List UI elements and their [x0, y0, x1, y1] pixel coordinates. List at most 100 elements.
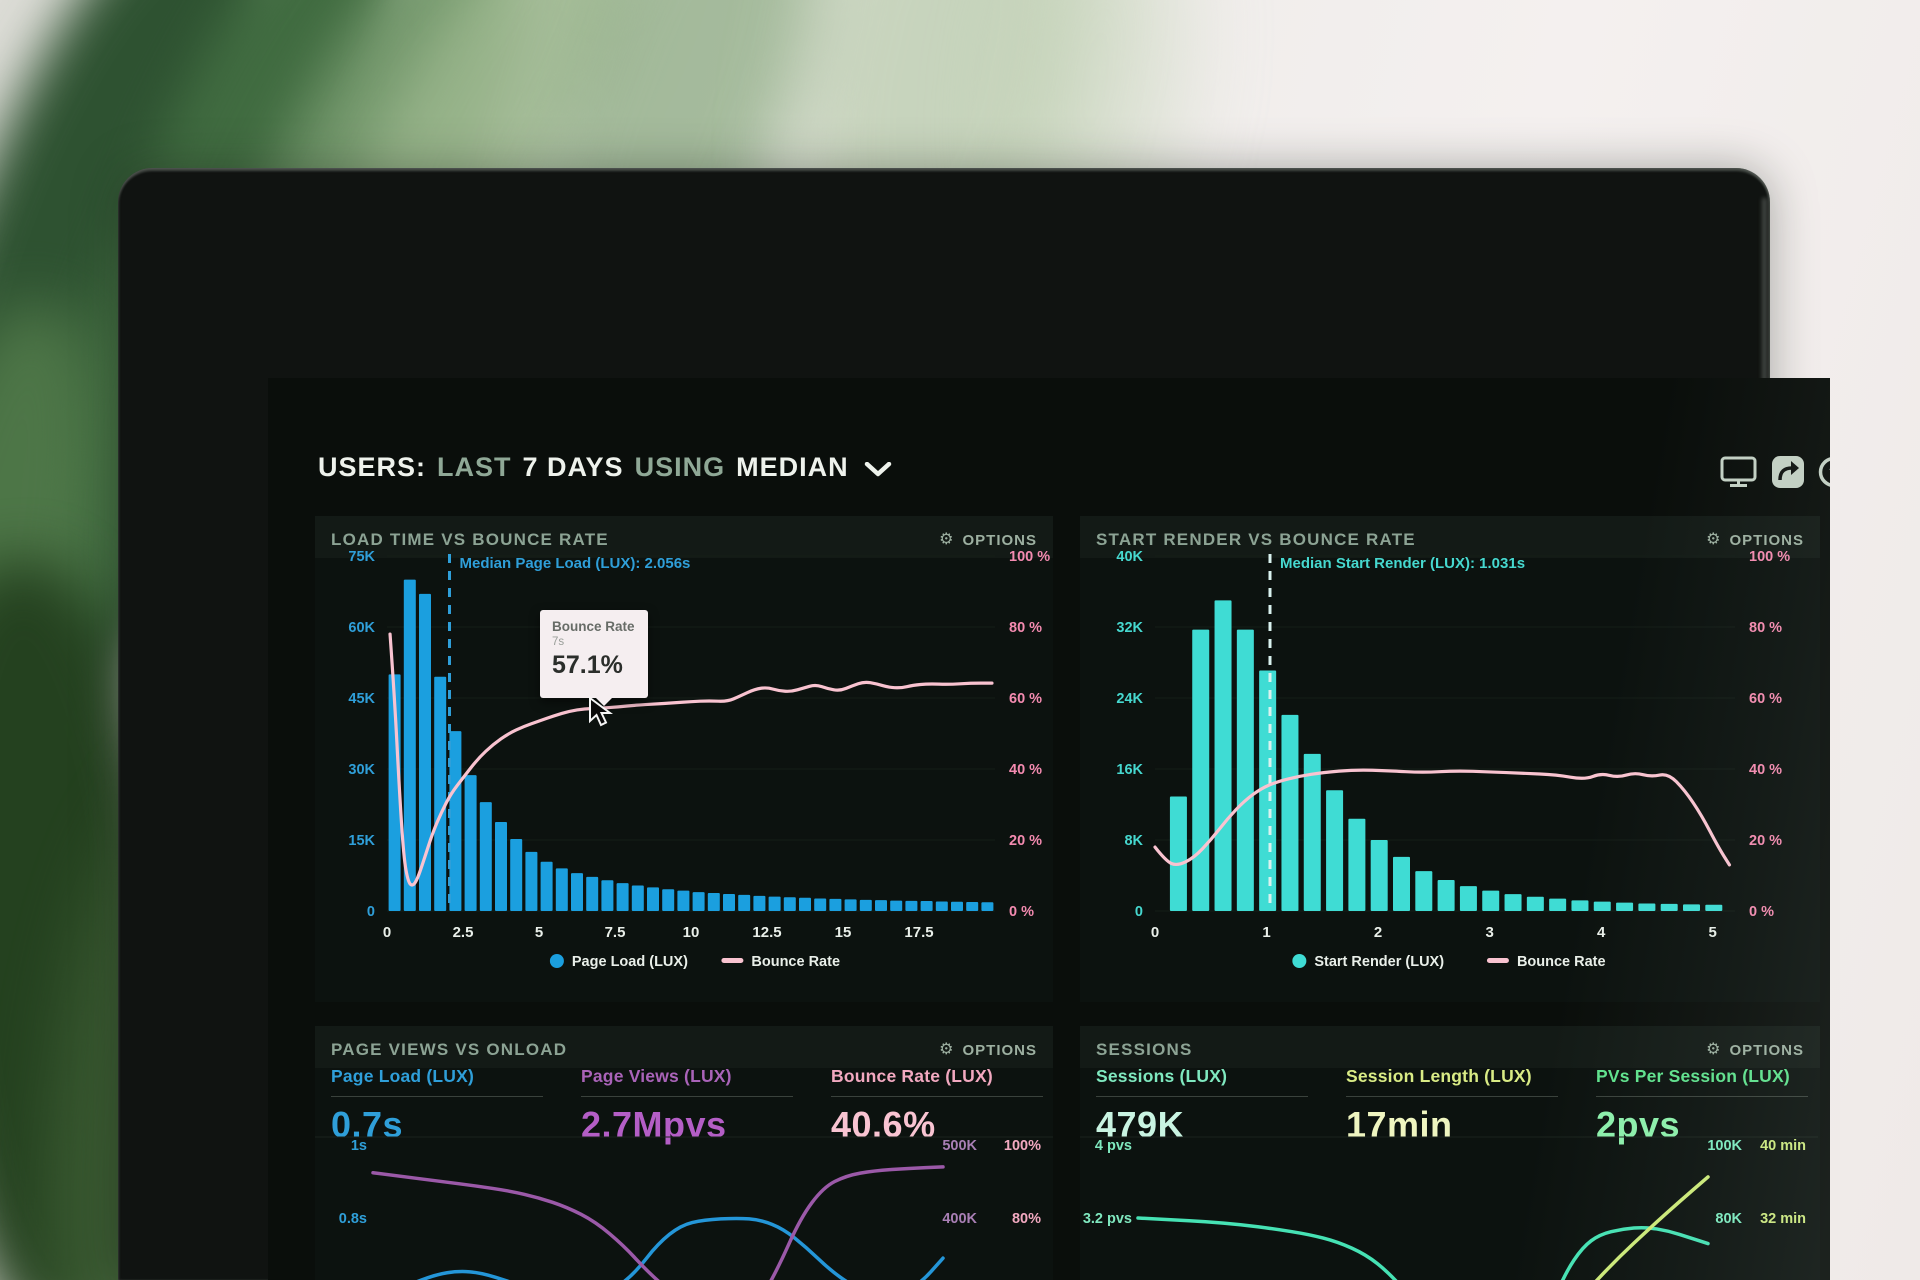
chart-tooltip: Bounce Rate 7s 57.1%: [540, 610, 648, 706]
histogram-bar[interactable]: [859, 899, 872, 911]
histogram-bar[interactable]: [1326, 790, 1344, 911]
histogram-bar[interactable]: [631, 885, 644, 911]
histogram-bar[interactable]: [1259, 670, 1277, 911]
histogram-bar[interactable]: [1638, 903, 1656, 911]
x-axis-tick: 5: [535, 924, 543, 941]
histogram-bar[interactable]: [464, 775, 477, 911]
y-axis-left-tick: 1s: [351, 1138, 367, 1154]
histogram-bar[interactable]: [1192, 629, 1210, 911]
histogram-bar[interactable]: [525, 851, 538, 911]
histogram-bar[interactable]: [707, 893, 720, 911]
histogram-bar[interactable]: [1348, 818, 1366, 911]
histogram-bar[interactable]: [403, 579, 416, 911]
page-views-vs-onload-chart[interactable]: 1s500K100%0.8s400K80%0.6s300K60%0.4s200K…: [315, 1136, 1053, 1280]
histogram-bar[interactable]: [1393, 856, 1410, 911]
histogram-bar[interactable]: [1303, 753, 1321, 911]
histogram-bar[interactable]: [571, 873, 583, 911]
metric-value: 17min: [1346, 1104, 1453, 1145]
histogram-bar[interactable]: [783, 897, 796, 911]
histogram-bar[interactable]: [419, 593, 431, 911]
histogram-bar[interactable]: [875, 900, 887, 911]
histogram-bar[interactable]: [799, 897, 811, 911]
share-icon[interactable]: [1772, 456, 1804, 488]
histogram-bar[interactable]: [1683, 904, 1700, 911]
histogram-bar[interactable]: [1549, 898, 1567, 911]
histogram-bar[interactable]: [1236, 629, 1254, 911]
histogram-bar[interactable]: [449, 731, 462, 911]
histogram-bar[interactable]: [677, 890, 690, 911]
mouse-cursor: [589, 696, 613, 727]
histogram-bar[interactable]: [753, 895, 766, 911]
histogram-bar[interactable]: [692, 892, 705, 911]
options-button[interactable]: ⚙ OPTIONS: [939, 1042, 1037, 1059]
median-label: Median Page Load (LUX): 2.056s: [460, 555, 691, 572]
histogram-bar[interactable]: [951, 901, 963, 911]
x-axis-tick: 7.5: [605, 924, 626, 941]
series-line-sessions_k[interactable]: [1136, 1216, 1710, 1280]
histogram-bar[interactable]: [510, 839, 523, 911]
series-line-minutes[interactable]: [1138, 1175, 1710, 1280]
y-axis-right-tick: 500K: [942, 1138, 977, 1154]
options-button[interactable]: ⚙ OPTIONS: [1706, 532, 1804, 549]
histogram-bar[interactable]: [1370, 840, 1388, 911]
histogram-bar[interactable]: [540, 861, 553, 911]
histogram-bar[interactable]: [601, 880, 614, 911]
options-label: OPTIONS: [1729, 1041, 1804, 1059]
histogram-bar[interactable]: [586, 876, 599, 911]
chevron-down-icon[interactable]: [864, 461, 892, 478]
histogram-bar[interactable]: [1660, 903, 1678, 911]
histogram-bar[interactable]: [647, 887, 659, 911]
histogram-bar[interactable]: [1459, 886, 1477, 911]
histogram-bar[interactable]: [1616, 902, 1634, 911]
legend-label: Page Load (LUX): [572, 954, 688, 970]
tooltip-value: 57.1%: [552, 651, 623, 679]
histogram-bar[interactable]: [1705, 904, 1723, 911]
options-button[interactable]: ⚙ OPTIONS: [939, 532, 1037, 549]
y-axis-right-tick: 100 %: [1009, 549, 1050, 565]
histogram-bar[interactable]: [1504, 894, 1522, 911]
histogram-bar[interactable]: [905, 900, 918, 911]
histogram-bar[interactable]: [434, 676, 447, 911]
histogram-bar[interactable]: [890, 900, 903, 911]
histogram-bar[interactable]: [738, 894, 751, 911]
histogram-bar[interactable]: [768, 896, 781, 911]
histogram-bar[interactable]: [1415, 871, 1433, 911]
histogram-bar[interactable]: [662, 889, 675, 911]
load-time-chart[interactable]: 75K 100 % 60K 80 % 45K 60 % 30K 40 % 15K 20 % 0 0 %…: [315, 546, 1053, 992]
histogram-bar[interactable]: [1169, 796, 1187, 911]
histogram-bar[interactable]: [1281, 714, 1299, 911]
histogram-bar[interactable]: [1437, 879, 1455, 911]
histogram-bar[interactable]: [981, 902, 994, 911]
histogram-bar[interactable]: [723, 893, 735, 911]
options-button[interactable]: ⚙ OPTIONS: [1706, 1042, 1804, 1059]
tooltip-title: Bounce Rate: [552, 619, 635, 634]
histogram-bar[interactable]: [829, 898, 842, 911]
bounce-rate-line[interactable]: [1153, 768, 1732, 867]
series-line-seconds[interactable]: [373, 1216, 945, 1280]
histogram-bar[interactable]: [920, 901, 933, 911]
histogram-bar[interactable]: [844, 899, 857, 911]
svg-text:?: ?: [1829, 463, 1830, 482]
y-axis-left-tick: 60K: [348, 620, 375, 636]
histogram-bar[interactable]: [814, 898, 827, 911]
histogram-bar[interactable]: [616, 883, 629, 911]
histogram-bar[interactable]: [1214, 600, 1232, 911]
histogram-bar[interactable]: [1593, 901, 1611, 911]
histogram-bar[interactable]: [966, 902, 979, 911]
histogram-bar[interactable]: [1571, 900, 1589, 911]
help-icon[interactable]: ?: [1818, 456, 1830, 488]
histogram-bar[interactable]: [495, 822, 507, 911]
histogram-bar[interactable]: [1482, 890, 1500, 911]
series-line-views_k[interactable]: [371, 1165, 945, 1280]
histogram-bar[interactable]: [935, 901, 948, 911]
metric-divider: [831, 1096, 1043, 1097]
y-axis-left-tick: 16K: [1116, 762, 1143, 778]
y-axis-right-tick: 20 %: [1009, 833, 1042, 849]
histogram-bar[interactable]: [555, 868, 568, 911]
bounce-rate-line[interactable]: [388, 632, 994, 887]
display-icon[interactable]: [1720, 456, 1758, 488]
histogram-bar[interactable]: [1526, 896, 1544, 911]
histogram-bar[interactable]: [479, 802, 492, 911]
start-render-chart[interactable]: 40K 100 % 32K 80 % 24K 60 % 16K 40 % 8K 20 % 0 0 % M…: [1080, 546, 1820, 992]
